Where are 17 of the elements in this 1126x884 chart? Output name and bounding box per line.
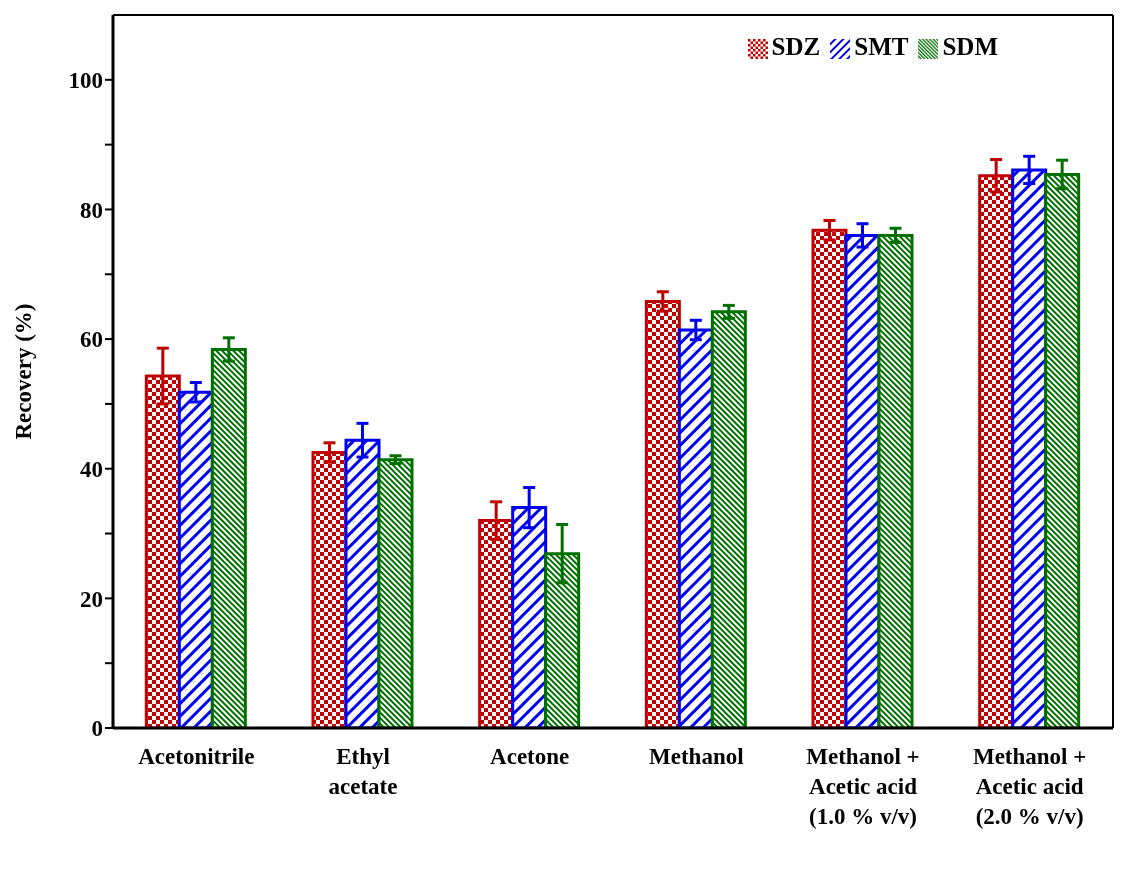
y-tick-label: 80 <box>80 197 103 223</box>
x-tick-label: Methanol + Acetic acid (2.0 % v/v) <box>972 744 1087 829</box>
x-tick-label: Acetone <box>490 744 570 769</box>
legend-label: SDM <box>942 33 998 60</box>
y-tick-label: 40 <box>80 456 103 482</box>
bar <box>377 458 414 728</box>
x-tick-label: Methanol <box>649 744 744 769</box>
legend-label: SMT <box>854 33 909 60</box>
y-axis-title: Recovery (%) <box>11 303 37 440</box>
y-tick-label: 0 <box>91 716 103 742</box>
x-tick-label: Methanol + Acetic acid (1.0 % v/v) <box>806 744 920 829</box>
y-tick-label: 60 <box>80 327 103 353</box>
y-tick-label: 100 <box>68 67 103 93</box>
x-tick-label: Acetonitrile <box>138 744 255 769</box>
legend-label: SDZ <box>771 33 821 60</box>
x-tick-label: Ethyl acetate <box>328 744 398 799</box>
y-tick-label: 20 <box>80 586 103 612</box>
